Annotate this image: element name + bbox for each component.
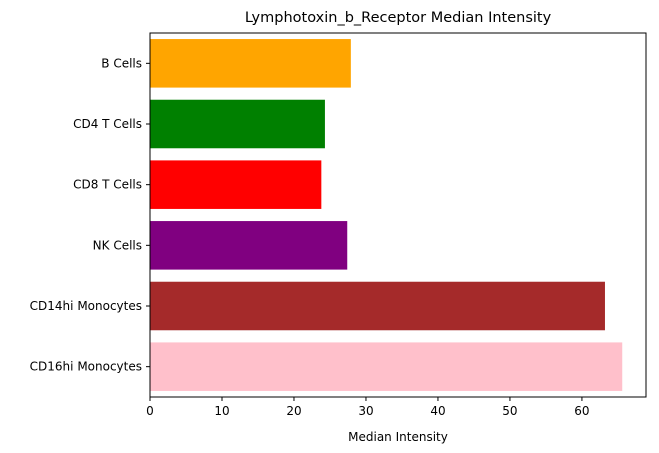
bar-cd16hi-monocytes bbox=[150, 342, 623, 391]
plot-frame bbox=[149, 32, 647, 398]
x-tick-label: 20 bbox=[286, 404, 301, 418]
y-tick-label: CD16hi Monocytes bbox=[30, 360, 142, 374]
x-tick-label: 40 bbox=[430, 404, 445, 418]
x-tick-label: 50 bbox=[502, 404, 517, 418]
x-tick-label: 10 bbox=[214, 404, 229, 418]
bar-cd8-t-cells bbox=[150, 160, 322, 209]
y-tick-label: CD4 T Cells bbox=[73, 117, 142, 131]
bar-cd14hi-monocytes bbox=[150, 281, 605, 331]
y-tick-label: CD8 T Cells bbox=[73, 178, 142, 192]
y-tick-label: NK Cells bbox=[93, 238, 142, 252]
chart-title: Lymphotoxin_b_Receptor Median Intensity bbox=[245, 10, 552, 26]
bar-nk-cells bbox=[150, 221, 348, 270]
bar-b-cells bbox=[150, 39, 351, 88]
x-axis-label: Median Intensity bbox=[348, 430, 448, 444]
bar-cd4-t-cells bbox=[150, 99, 325, 149]
y-tick-label: B Cells bbox=[101, 56, 142, 70]
x-axis-ticks: 0 10 20 30 40 50 60 bbox=[146, 397, 590, 418]
x-tick-label: 30 bbox=[358, 404, 373, 418]
bars-group bbox=[150, 39, 623, 391]
x-tick-label: 60 bbox=[574, 404, 589, 418]
x-tick-label: 0 bbox=[146, 404, 154, 418]
y-tick-label: CD14hi Monocytes bbox=[30, 299, 142, 313]
y-axis-ticks: B Cells CD4 T Cells CD8 T Cells NK Cells CD1… bbox=[30, 56, 150, 374]
